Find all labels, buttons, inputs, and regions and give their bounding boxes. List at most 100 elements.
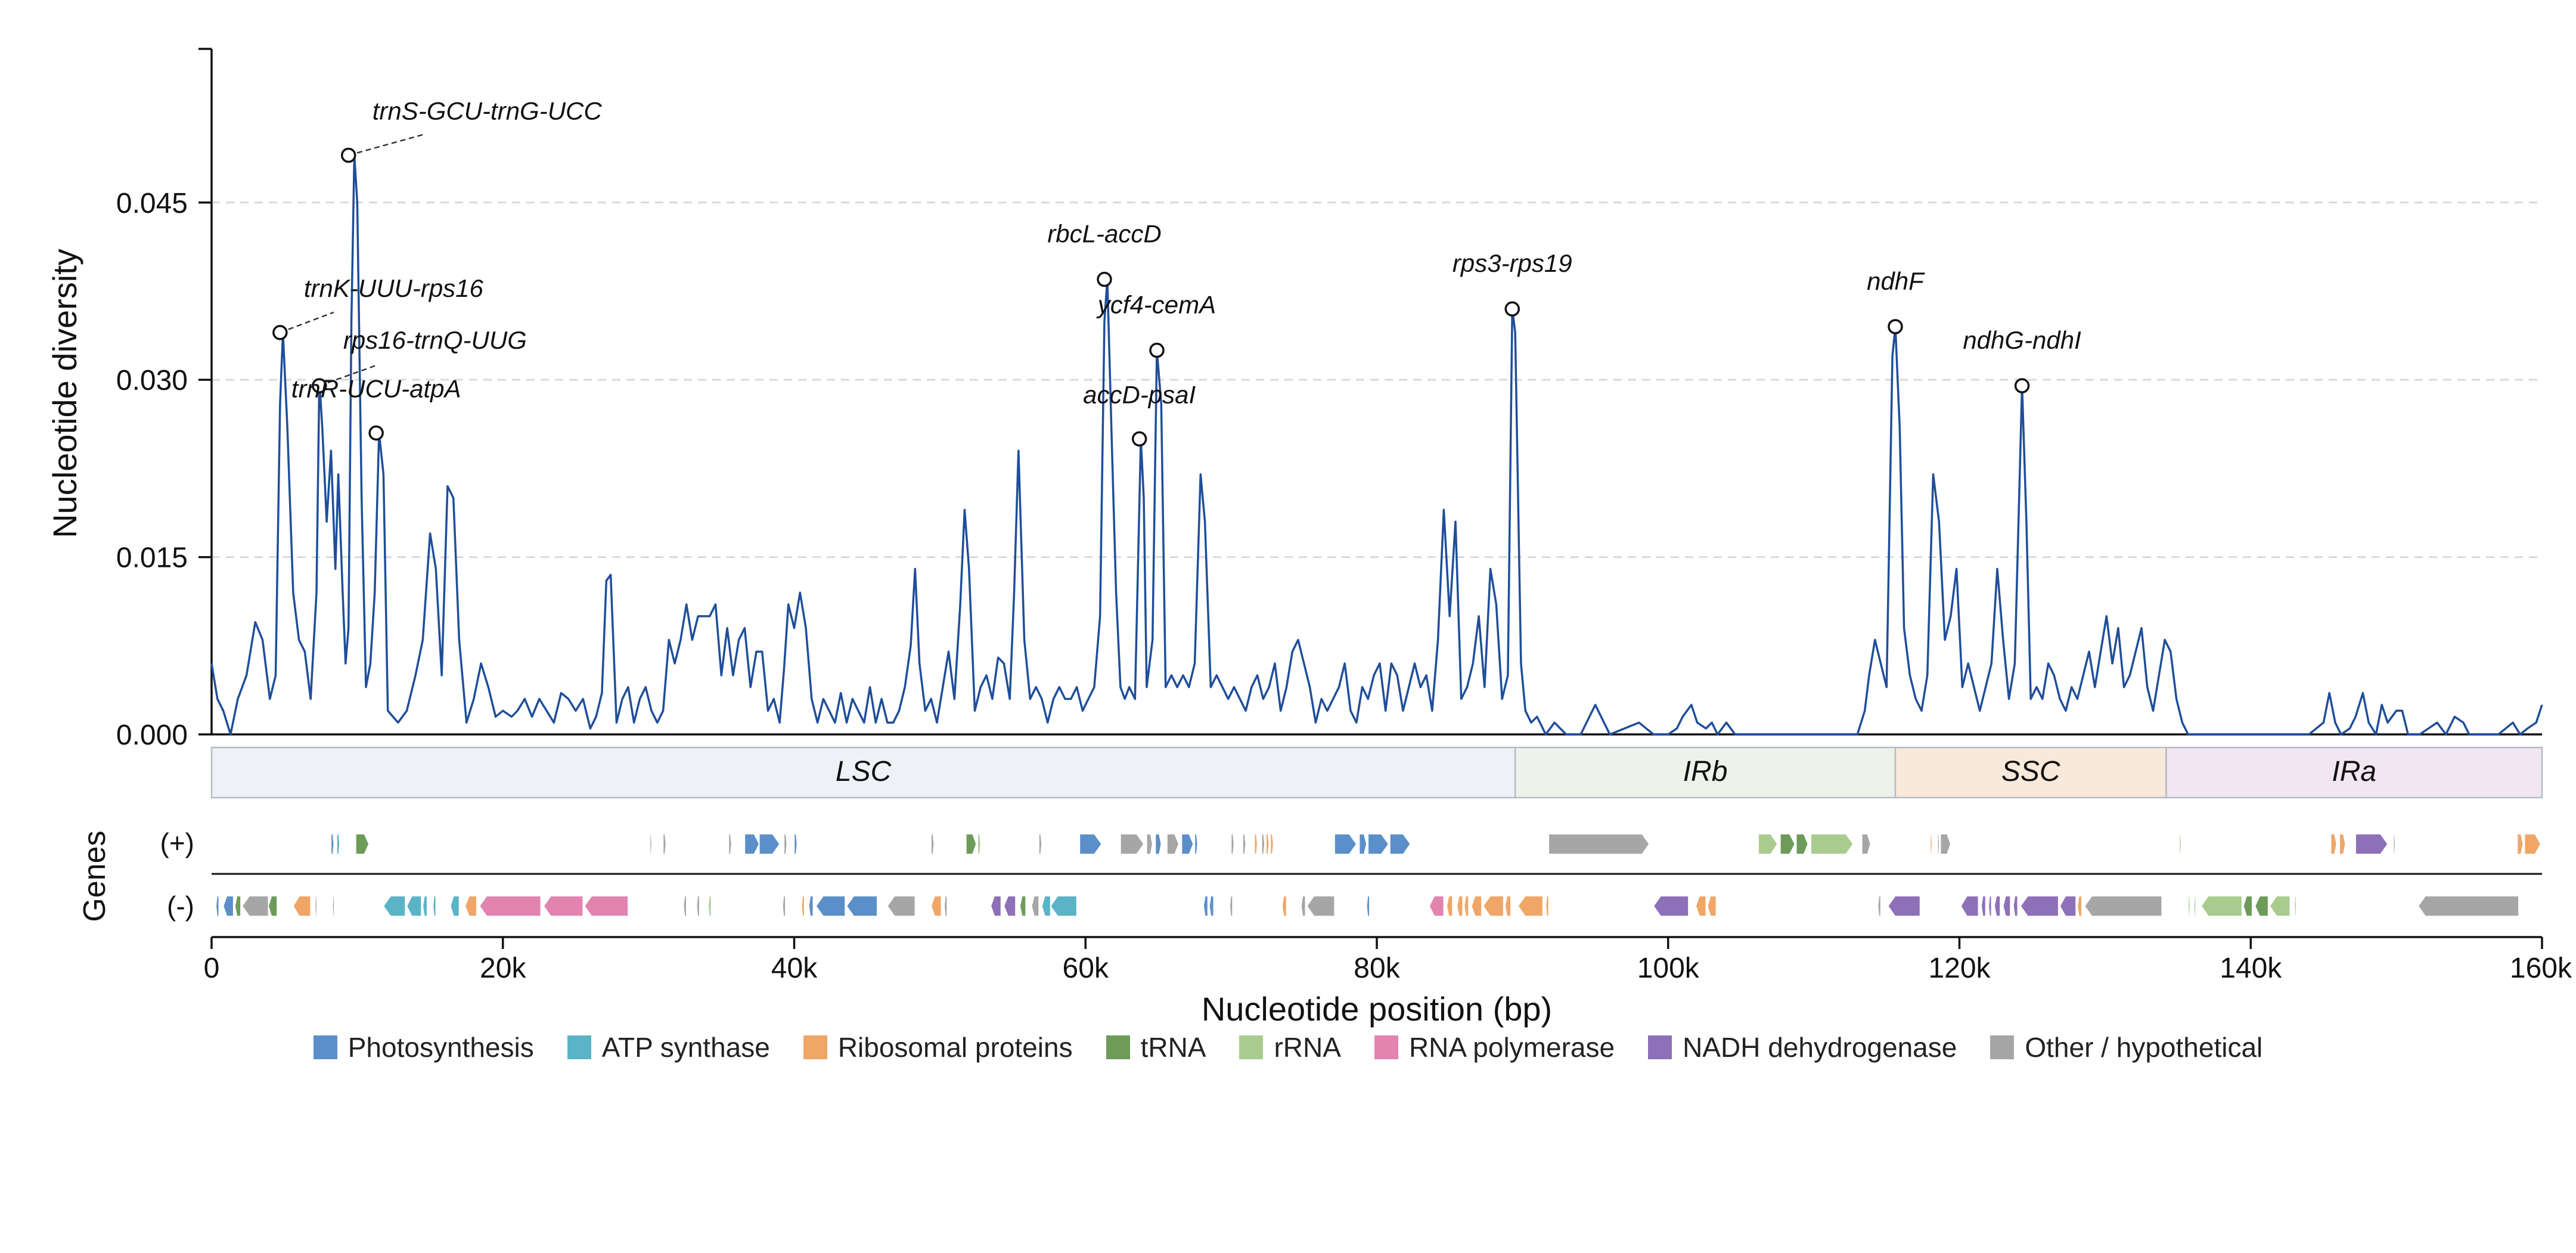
gene-plus [2339, 833, 2346, 855]
annotation-leader [348, 133, 427, 156]
gene-minus [2269, 895, 2291, 917]
gene-minus [234, 895, 241, 917]
gene-minus [1031, 895, 1039, 917]
gene-minus [1209, 895, 1215, 917]
gene-plus [330, 833, 335, 855]
gene-minus [1695, 895, 1707, 917]
gene-plus [649, 833, 653, 855]
gene-minus [808, 895, 814, 917]
gene-plus [1780, 833, 1796, 855]
strand-minus-label: (-) [167, 891, 194, 922]
peak-marker [1504, 301, 1520, 317]
y-tick-label: 0.030 [116, 365, 188, 396]
gene-plus [336, 833, 340, 855]
gene-minus [1019, 895, 1026, 917]
legend-label: tRNA [1140, 1032, 1206, 1063]
region-ssc [1894, 746, 2167, 799]
peak-marker [2014, 378, 2030, 393]
gene-minus [332, 895, 335, 917]
gene-minus [241, 895, 269, 917]
peak-marker [312, 378, 327, 393]
peak-marker [368, 425, 384, 441]
gene-minus [1306, 895, 1335, 917]
gene-minus [696, 895, 700, 917]
legend-item: Ribosomal proteins [803, 1031, 1073, 1063]
gene-plus [1334, 833, 1357, 855]
region-irb [1514, 746, 1897, 799]
x-tick-label: 20k [480, 953, 526, 984]
gene-minus [2243, 895, 2253, 917]
gene-minus [1203, 895, 1209, 917]
y-tick-label: 0.000 [116, 719, 188, 751]
annotation-label: ndhF [1867, 267, 1925, 295]
gene-minus [2013, 895, 2018, 917]
gene-minus [2059, 895, 2077, 917]
gene-minus [422, 895, 428, 917]
strand-plus-label: (+) [160, 827, 195, 858]
gene-minus [2293, 895, 2297, 917]
gene-plus [1861, 833, 1872, 855]
region-label: IRb [1683, 756, 1728, 787]
gene-minus [432, 895, 437, 917]
annotation-label: accD-psaI [1083, 380, 1196, 408]
genes-track-label: Genes [77, 830, 112, 922]
legend-swatch [1239, 1035, 1264, 1059]
gene-minus [2077, 895, 2082, 917]
legend-swatch [313, 1035, 337, 1059]
gene-minus [1456, 895, 1463, 917]
gene-plus [1154, 833, 1162, 855]
peak-marker [272, 325, 288, 340]
y-axis-label: Nucleotide diversity [46, 249, 83, 538]
x-tick-label: 100k [1637, 953, 1700, 984]
x-tick-label: 140k [2220, 953, 2282, 984]
gene-minus [1471, 895, 1482, 917]
gene-minus [1994, 895, 2001, 917]
gene-plus [1146, 833, 1153, 855]
gene-plus [2516, 833, 2524, 855]
legend-item: rRNA [1239, 1031, 1341, 1063]
gene-plus [1937, 833, 1940, 855]
legend-swatch [803, 1035, 827, 1059]
gene-plus [1181, 833, 1194, 855]
gene-minus [1003, 895, 1016, 917]
gene-plus [1038, 833, 1042, 855]
gene-plus [355, 833, 370, 855]
gene-minus [1653, 895, 1689, 917]
gene-plus [2524, 833, 2541, 855]
peak-marker [340, 147, 356, 163]
gene-minus [1229, 895, 1233, 917]
region-label: SSC [2001, 756, 2060, 787]
gene-plus [2355, 833, 2388, 855]
annotation-label: ndhG-ndhI [1963, 326, 2081, 354]
region-ira [2165, 746, 2543, 799]
annotation-leader [319, 364, 377, 387]
gene-minus [1446, 895, 1453, 917]
gene-plus [1810, 833, 1854, 855]
x-tick-label: 120k [1928, 953, 1991, 984]
legend-swatch [1648, 1035, 1672, 1059]
gene-minus [479, 895, 542, 917]
gene-minus [314, 895, 318, 917]
gene-minus [268, 895, 278, 917]
gene-plus [783, 833, 788, 855]
gene-minus [1504, 895, 1512, 917]
gene-plus [1253, 833, 1258, 855]
gene-minus [2254, 895, 2269, 917]
gene-plus [1548, 833, 1650, 855]
legend-swatch [1374, 1035, 1398, 1059]
gene-plus [662, 833, 667, 855]
x-tick-label: 160k [2510, 953, 2572, 984]
legend-item: tRNA [1106, 1031, 1206, 1063]
gene-plus [966, 833, 977, 855]
grid-lines [212, 201, 2542, 559]
legend-label: Photosynthesis [347, 1032, 534, 1063]
gene-minus [1960, 895, 1979, 917]
annotation-label: ycf4-cemA [1096, 291, 1216, 319]
gene-minus [2187, 895, 2190, 917]
gene-plus [744, 833, 760, 855]
gene-minus [782, 895, 786, 917]
legend-swatch [1106, 1035, 1130, 1059]
legend-item: Photosynthesis [313, 1031, 534, 1063]
gene-plus [1242, 833, 1246, 855]
